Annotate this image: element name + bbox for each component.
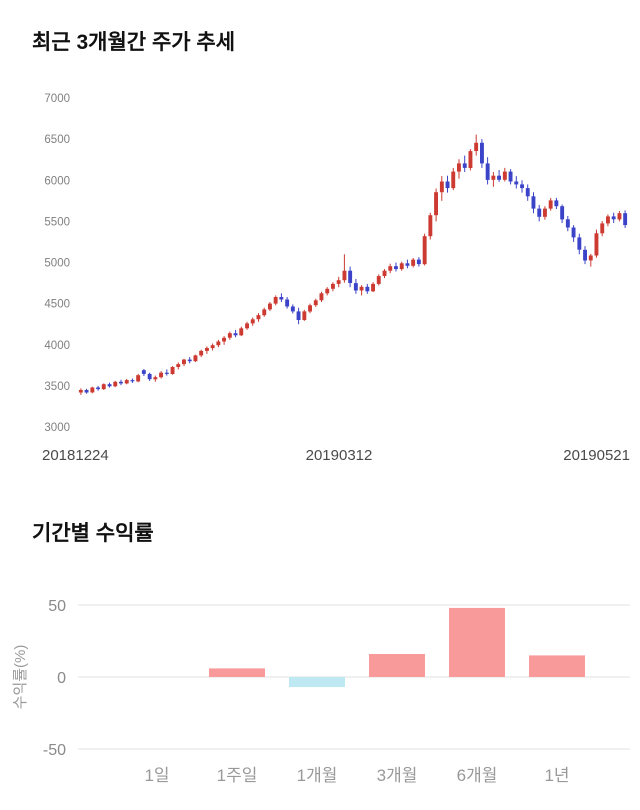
svg-text:1일: 1일 [144, 766, 169, 785]
svg-text:6500: 6500 [44, 134, 70, 146]
svg-text:4000: 4000 [44, 340, 70, 352]
svg-text:3개월: 3개월 [377, 766, 418, 785]
svg-text:20190312: 20190312 [306, 447, 373, 464]
svg-text:3000: 3000 [44, 422, 70, 434]
svg-text:20190521: 20190521 [563, 447, 630, 464]
svg-text:-50: -50 [43, 742, 66, 759]
svg-text:1주일: 1주일 [217, 766, 258, 785]
svg-text:5000: 5000 [44, 258, 70, 270]
svg-text:20181224: 20181224 [42, 447, 109, 464]
svg-text:50: 50 [48, 598, 66, 615]
svg-text:1년: 1년 [544, 766, 569, 785]
svg-text:4500: 4500 [44, 299, 70, 311]
svg-text:1개월: 1개월 [297, 766, 338, 785]
returns-chart-title: 기간별 수익률 [32, 522, 154, 545]
returns-bar-chart: 50 0 -50 수익률(%) 1일 1주일 1개월 3개월 6개월 1년 [12, 598, 630, 785]
price-chart-title: 최근 3개월간 주가 추세 [32, 31, 236, 54]
svg-text:수익률(%): 수익률(%) [12, 645, 29, 710]
svg-text:0: 0 [57, 670, 66, 687]
svg-text:6000: 6000 [44, 175, 70, 187]
svg-text:5500: 5500 [44, 216, 70, 228]
svg-text:7000: 7000 [44, 93, 70, 105]
svg-text:6개월: 6개월 [457, 766, 498, 785]
price-candlestick-chart: 7000 6500 6000 5500 5000 4500 4000 3500 3000 2018… [42, 93, 630, 464]
svg-text:3500: 3500 [44, 381, 70, 393]
